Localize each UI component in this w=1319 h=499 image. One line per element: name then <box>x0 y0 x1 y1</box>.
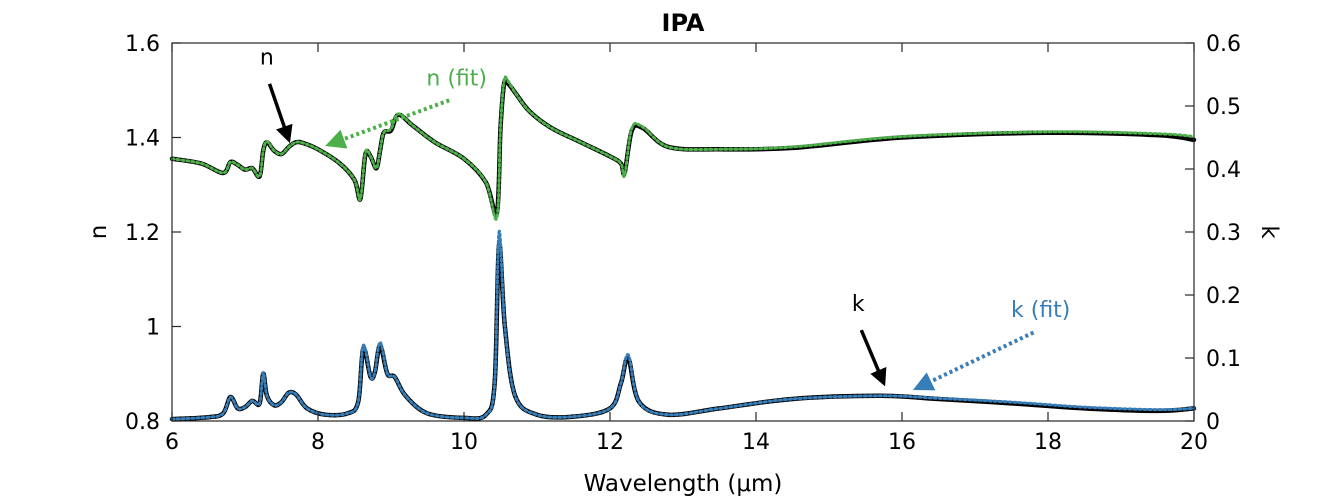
y-right-tick-label: 0.2 <box>1206 284 1241 309</box>
x-tick-label: 8 <box>311 430 325 455</box>
y-axis-left: 0.8 1 1.2 1.4 1.6 <box>125 32 181 435</box>
series-line-k <box>169 241 1197 422</box>
annotation-label-n: n <box>260 45 274 70</box>
y-left-tick-label: 1.2 <box>125 221 160 246</box>
series-line-k-fit <box>170 229 1196 421</box>
series-line-n-fit <box>170 75 1196 221</box>
y-axis-left-label: n <box>86 225 112 240</box>
x-tick-label: 20 <box>1180 430 1208 455</box>
y-left-tick-label: 1.6 <box>125 32 160 57</box>
annotation-label-k: k <box>852 292 865 317</box>
y-right-tick-label: 0.1 <box>1206 347 1241 372</box>
x-tick-label: 14 <box>742 430 770 455</box>
x-tick-label: 12 <box>596 430 624 455</box>
y-left-tick-label: 1.4 <box>125 127 160 152</box>
x-tick-label: 18 <box>1034 430 1062 455</box>
annotation-arrow-n <box>267 83 293 144</box>
annotation-arrow-k-fit <box>912 330 1035 391</box>
chart-title: IPA <box>662 9 705 37</box>
x-tick-label: 6 <box>165 430 179 455</box>
plot-annotations: n n (fit) k k (fit) <box>260 45 1070 391</box>
x-tick-label: 10 <box>450 430 478 455</box>
plot-series <box>169 75 1197 422</box>
x-axis-label: Wavelength (μm) <box>584 471 783 497</box>
y-axis-right-label: k <box>1256 225 1282 239</box>
y-right-tick-label: 0.6 <box>1206 32 1241 57</box>
plot-frame <box>171 42 1195 422</box>
annotation-label-k-fit: k (fit) <box>1011 298 1070 323</box>
y-right-tick-label: 0 <box>1206 410 1220 435</box>
y-right-tick-label: 0.4 <box>1206 158 1241 183</box>
y-right-tick-label: 0.5 <box>1206 95 1241 120</box>
y-right-tick-label: 0.3 <box>1206 221 1241 246</box>
y-axis-right: 0 0.1 0.2 0.3 0.4 0.5 0.6 <box>1185 32 1241 435</box>
annotation-arrow-k <box>859 329 887 387</box>
x-tick-label: 16 <box>888 430 916 455</box>
series-line-n <box>169 77 1197 218</box>
x-axis: 6 8 10 12 14 16 18 20 <box>165 43 1208 455</box>
y-left-tick-label: 0.8 <box>125 410 160 435</box>
y-left-tick-label: 1 <box>146 316 160 341</box>
annotation-label-n-fit: n (fit) <box>426 67 487 92</box>
